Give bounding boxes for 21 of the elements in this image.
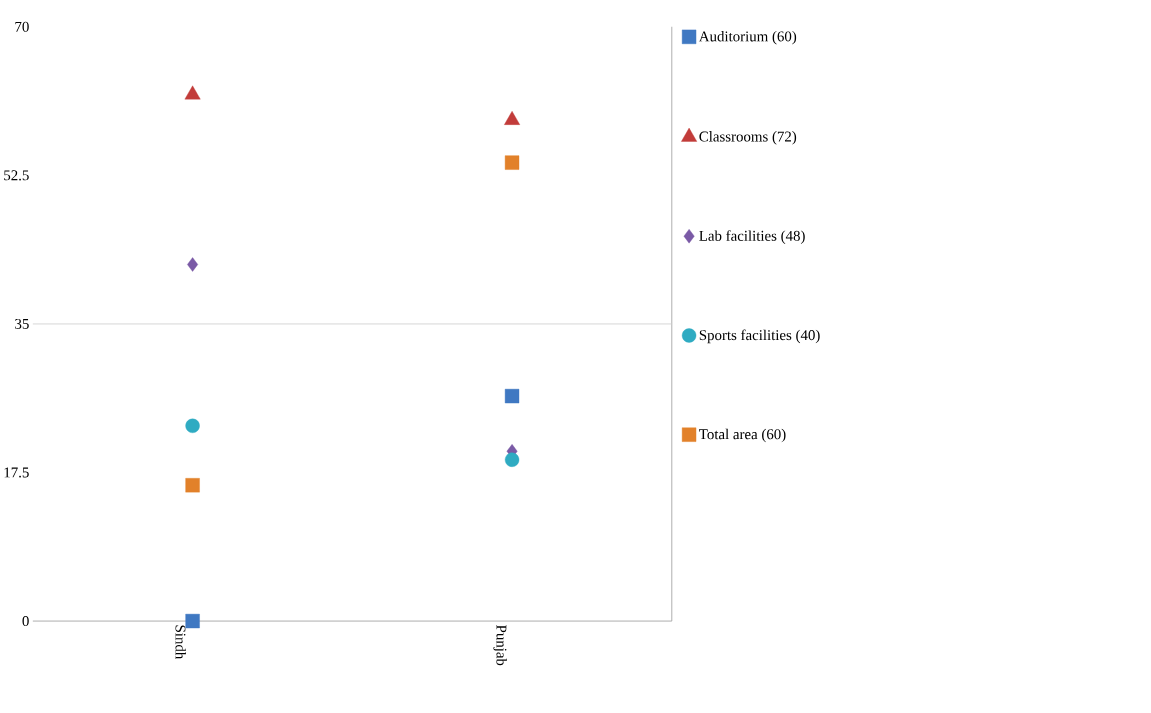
legend-label: Auditorium (60) — [698, 30, 797, 45]
point — [504, 388, 520, 404]
point — [504, 110, 520, 125]
x-tick-label: Punjab — [493, 624, 507, 666]
legend-label: Lab facilities (48) — [699, 230, 805, 244]
y-tick-label: 70 — [15, 21, 29, 32]
point — [504, 155, 520, 170]
legend-label: Total area (60) — [699, 428, 786, 443]
x-tick-label: Sindh — [175, 625, 186, 659]
point — [185, 477, 200, 493]
y-tick-label: 0 — [22, 615, 29, 626]
legend-label: Classrooms (72) — [699, 130, 797, 145]
point — [184, 85, 201, 100]
point — [187, 257, 198, 272]
point — [185, 418, 200, 433]
y-tick-label: 52.5 — [4, 170, 29, 181]
y-tick-label: 17.5 — [4, 467, 29, 478]
y-tick-label: 35 — [15, 318, 29, 329]
point — [185, 613, 200, 629]
legend-label: Sports facilities (40) — [699, 329, 820, 343]
point — [504, 452, 520, 467]
